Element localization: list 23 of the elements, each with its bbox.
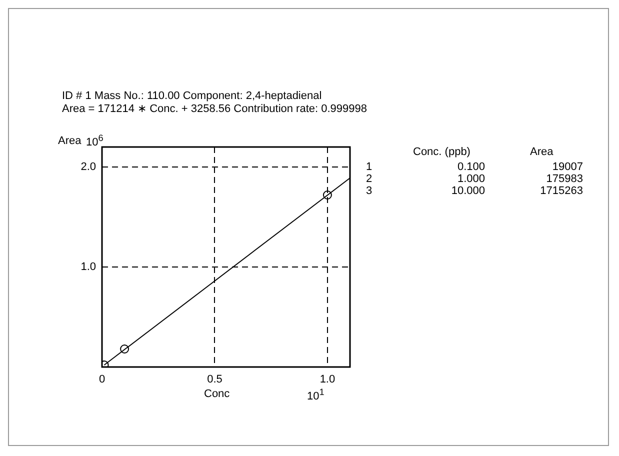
y-tick-label: 2.0 — [80, 161, 96, 174]
annotation: 10$^{6}$ — [86, 132, 104, 149]
x-axis-title: Conc — [204, 388, 230, 400]
y-axis-title: Area — [58, 135, 82, 147]
x-tick-label: 1.0 — [320, 374, 336, 386]
point — [120, 344, 130, 354]
text: 3 — [366, 185, 372, 197]
text: 1.000 — [456, 173, 485, 185]
text: 10.000 — [450, 185, 485, 197]
text: 1 — [366, 161, 372, 173]
x-tick-label: 0 — [98, 374, 106, 386]
text: 2 — [366, 173, 372, 185]
text: 10$^{1}$ — [307, 386, 324, 403]
text: 1715263 — [539, 185, 583, 197]
chart-subtitle: Area = 171214 ∗ Conc. + 3258.56 Contribution rate: 0.999998 — [62, 103, 367, 115]
point — [322, 190, 332, 200]
chart-title: ID # 1 Mass No.: 110.00 Component: 2,4-heptadienal — [62, 90, 322, 102]
x-tick-label: 0.5 — [207, 374, 222, 386]
text: 175983 — [545, 173, 583, 185]
text: Area — [530, 146, 554, 158]
text: 19007 — [551, 161, 583, 173]
text: 0.100 — [456, 161, 485, 173]
text: Conc. (ppb) — [413, 146, 470, 158]
